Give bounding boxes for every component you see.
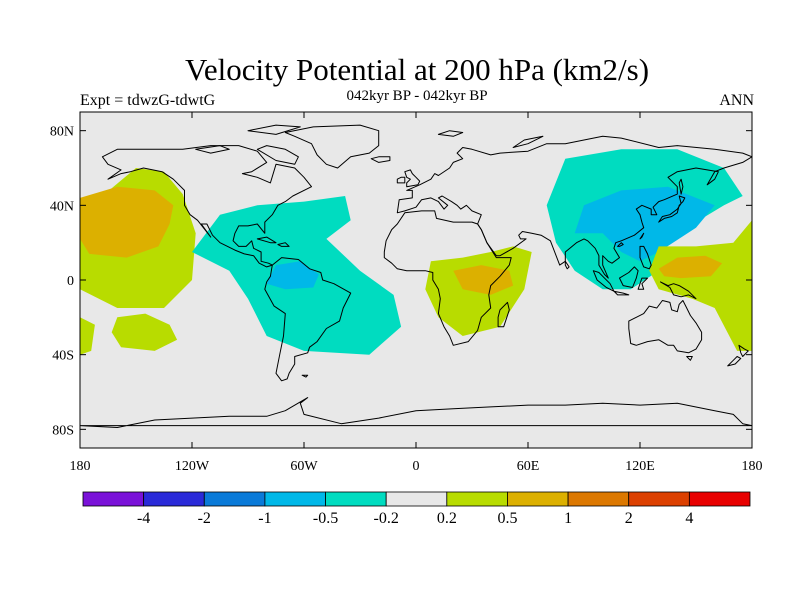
lat-tick-label: 80N xyxy=(50,125,74,140)
colorbar-label: 2 xyxy=(625,510,633,527)
field-region-southwest-pacific-positive xyxy=(80,317,95,355)
lat-tick-label: 80S xyxy=(52,423,74,438)
coastline-layer xyxy=(80,124,752,428)
coastline-great-britain xyxy=(404,169,421,188)
colorbar-swatch xyxy=(264,491,326,507)
coastline-greenland xyxy=(284,124,380,169)
colorbar-swatch xyxy=(567,491,630,507)
coastline-novaya-zemlya xyxy=(512,135,544,148)
field-region-west-pacific-positive xyxy=(649,220,752,351)
coastline-sulawesi xyxy=(637,277,648,290)
field-layer xyxy=(80,149,752,355)
coastline-victoria-island xyxy=(195,145,230,154)
lat-tick-label: 40S xyxy=(52,349,74,364)
coastline-australia xyxy=(628,300,703,354)
colorbar-label: 1 xyxy=(564,510,572,527)
coastline-new-guinea xyxy=(660,281,697,300)
coastline-japan xyxy=(658,195,686,223)
coastline-borneo xyxy=(619,266,639,288)
lon-tick-label: 120W xyxy=(175,459,210,474)
coastline-baffin-island xyxy=(256,145,299,165)
coastline-java xyxy=(613,290,630,296)
colorbar-swatch xyxy=(446,491,508,507)
colorbar-swatch xyxy=(688,491,751,507)
lon-tick-label: 60E xyxy=(517,459,540,474)
coastline-africa xyxy=(383,210,512,346)
colorbar-label: -1 xyxy=(258,510,271,527)
field-region-amazon-negative-core xyxy=(266,261,319,290)
field-region-pacific-positive-core xyxy=(80,186,174,258)
field-region-west-pacific-positive-core xyxy=(658,255,723,279)
coastline-ireland xyxy=(396,176,406,184)
coastline-sakhalin xyxy=(678,178,684,195)
field-region-south-pacific-positive xyxy=(111,313,178,351)
axis-tick-layer: 80N 40N 0 40S 80S 180 120W 60W 0 60E 120E 180 xyxy=(50,112,763,474)
colorbar-swatch xyxy=(143,491,205,507)
season-label: ANN xyxy=(719,92,754,109)
coastline-taiwan xyxy=(639,232,645,240)
colorbar-label: -0.2 xyxy=(374,510,399,527)
lon-tick-label: 180 xyxy=(70,459,91,474)
coastline-north-america xyxy=(101,145,312,268)
colorbar-swatch xyxy=(507,491,569,507)
lon-tick-label: 0 xyxy=(413,459,420,474)
coastline-sri-lanka xyxy=(564,260,570,270)
colorbar-label: -4 xyxy=(137,510,150,527)
lon-tick-label: 60W xyxy=(290,459,318,474)
lon-tick-label: 180 xyxy=(742,459,763,474)
colorbar-label: -0.5 xyxy=(313,510,338,527)
coastline-cuba xyxy=(256,236,277,244)
map-title: Velocity Potential at 200 hPa (km2/s) xyxy=(184,52,650,87)
coastline-tasmania xyxy=(686,356,693,361)
coastline-new-zealand-south xyxy=(727,356,742,367)
coastline-ellesmere-island xyxy=(247,124,301,135)
coastline-antarctica xyxy=(80,397,752,428)
colorbar-swatch xyxy=(385,491,448,507)
colorbar-swatch xyxy=(325,491,387,507)
colorbar: -4 -2 -1 -0.5 -0.2 0.2 0.5 1 2 4 xyxy=(82,491,751,527)
coastline-philippines xyxy=(639,245,652,270)
lat-tick-label: 0 xyxy=(67,274,74,289)
experiment-label: Expt = tdwzG-tdwtG xyxy=(80,92,216,109)
lon-tick-label: 120E xyxy=(625,459,655,474)
coastline-madagascar xyxy=(497,301,510,328)
colorbar-label: 4 xyxy=(685,510,693,527)
coastline-iceland xyxy=(370,156,391,163)
coastline-falklands xyxy=(301,374,309,378)
colorbar-swatch xyxy=(82,491,145,507)
colorbar-swatch xyxy=(203,491,266,507)
field-region-africa-positive-core xyxy=(453,265,514,295)
coastline-svalbard xyxy=(437,130,464,137)
map-subtitle: 042kyr BP - 042kyr BP xyxy=(346,88,488,104)
coastline-south-america xyxy=(264,257,352,382)
lat-tick-label: 40N xyxy=(50,199,74,214)
coastline-hispaniola xyxy=(277,242,290,247)
colorbar-swatch xyxy=(628,491,690,507)
colorbar-label: 0.2 xyxy=(437,510,457,527)
colorbar-label: 0.5 xyxy=(497,510,517,527)
coastline-new-zealand-north xyxy=(738,344,749,357)
colorbar-label: -2 xyxy=(198,510,211,527)
coastline-hainan xyxy=(617,242,624,247)
